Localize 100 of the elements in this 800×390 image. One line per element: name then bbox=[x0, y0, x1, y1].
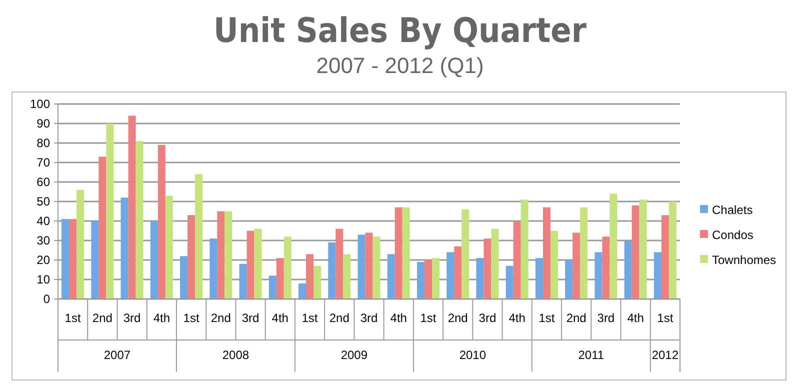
y-tick-label: 60 bbox=[36, 175, 50, 190]
bar bbox=[572, 232, 580, 299]
bar bbox=[506, 266, 514, 299]
bar bbox=[343, 254, 351, 299]
bar bbox=[446, 252, 454, 299]
bar bbox=[268, 276, 276, 299]
x-tick-label: 3rd bbox=[597, 311, 615, 325]
bar bbox=[476, 258, 484, 299]
x-tick-label: 3rd bbox=[242, 311, 260, 325]
bar bbox=[550, 230, 558, 299]
x-tick-label: 1st bbox=[64, 311, 82, 325]
x-tick-label: 4th bbox=[508, 311, 526, 325]
bar bbox=[624, 240, 632, 299]
bar bbox=[106, 124, 114, 299]
y-tick-label: 0 bbox=[43, 292, 50, 306]
bar bbox=[336, 228, 344, 299]
bar bbox=[195, 174, 203, 299]
bar bbox=[224, 211, 232, 299]
bar bbox=[542, 207, 550, 299]
bar bbox=[128, 116, 136, 299]
bar bbox=[276, 258, 284, 299]
bar bbox=[394, 207, 402, 299]
bar bbox=[580, 207, 588, 299]
bar bbox=[158, 144, 166, 299]
y-tick-label: 40 bbox=[36, 214, 50, 228]
bar bbox=[217, 211, 225, 299]
bar bbox=[632, 205, 640, 299]
text: 2011 bbox=[578, 348, 604, 362]
bar bbox=[69, 219, 77, 299]
x-tick-label: 2nd bbox=[566, 311, 586, 325]
text: 2012 bbox=[652, 348, 679, 362]
bar bbox=[120, 198, 128, 299]
x-tick-label: 1st bbox=[302, 311, 318, 325]
text: 2007 bbox=[104, 348, 131, 362]
y-tick-label: 80 bbox=[36, 136, 50, 150]
bar bbox=[402, 207, 410, 299]
y-tick-label: 10 bbox=[36, 272, 50, 287]
x-tick-label: 3rd bbox=[478, 311, 496, 325]
bar bbox=[520, 200, 528, 299]
bar bbox=[314, 266, 322, 299]
text: 2010 bbox=[459, 348, 486, 362]
bar bbox=[462, 209, 470, 299]
chart-title: Unit Sales By Quarter bbox=[214, 11, 588, 51]
x-tick-label: 4th bbox=[153, 311, 170, 325]
y-tick-label: 30 bbox=[36, 234, 50, 248]
bar bbox=[306, 254, 314, 299]
bar bbox=[62, 219, 70, 299]
bar bbox=[454, 246, 462, 299]
x-tick-label: 1st bbox=[183, 311, 200, 325]
bar bbox=[150, 221, 158, 299]
x-tick-label: 1st bbox=[538, 311, 556, 325]
x-tick-label: 1st bbox=[420, 311, 437, 325]
bar bbox=[565, 260, 573, 299]
bar bbox=[91, 221, 99, 299]
y-tick-label: 100 bbox=[30, 97, 50, 112]
y-tick-label: 70 bbox=[36, 156, 50, 170]
bar bbox=[661, 215, 669, 299]
text: 2008 bbox=[222, 348, 250, 362]
bar bbox=[239, 264, 247, 299]
bar bbox=[535, 258, 543, 299]
bar bbox=[210, 238, 218, 299]
bar bbox=[668, 202, 676, 299]
y-tick-label: 50 bbox=[36, 194, 50, 209]
bar bbox=[639, 200, 647, 299]
bar bbox=[76, 190, 84, 299]
x-tick-label: 2nd bbox=[329, 311, 350, 325]
bar bbox=[610, 194, 618, 299]
bar bbox=[491, 228, 499, 299]
bar bbox=[165, 196, 173, 299]
legend-label: Townhomes bbox=[712, 253, 776, 268]
x-tick-label: 4th bbox=[272, 311, 288, 325]
bar bbox=[246, 230, 254, 299]
bar bbox=[328, 242, 336, 299]
bar bbox=[484, 238, 492, 299]
x-tick-label: 2nd bbox=[92, 311, 112, 325]
x-tick-label: 4th bbox=[390, 311, 407, 325]
legend-label: Chalets bbox=[712, 203, 753, 218]
bar bbox=[513, 221, 521, 299]
bar bbox=[372, 236, 380, 299]
text: 2009 bbox=[340, 348, 368, 362]
x-tick-label: 3rd bbox=[123, 311, 141, 325]
bar bbox=[416, 262, 424, 299]
bar bbox=[136, 141, 144, 299]
bar bbox=[424, 260, 432, 299]
bar bbox=[180, 256, 188, 299]
y-tick-label: 20 bbox=[36, 253, 50, 268]
bar bbox=[387, 254, 395, 299]
bar bbox=[594, 252, 602, 299]
x-tick-label: 1st bbox=[657, 311, 674, 325]
bar bbox=[358, 234, 366, 299]
bar bbox=[298, 283, 306, 299]
y-tick-label: 90 bbox=[36, 116, 50, 131]
legend-label: Condos bbox=[712, 228, 754, 242]
bar bbox=[284, 236, 292, 299]
bar bbox=[365, 232, 373, 299]
x-tick-label: 4th bbox=[627, 311, 644, 325]
x-tick-label: 3rd bbox=[360, 311, 378, 325]
bar bbox=[188, 215, 196, 299]
x-tick-label: 2nd bbox=[210, 311, 231, 325]
bar bbox=[654, 252, 662, 299]
